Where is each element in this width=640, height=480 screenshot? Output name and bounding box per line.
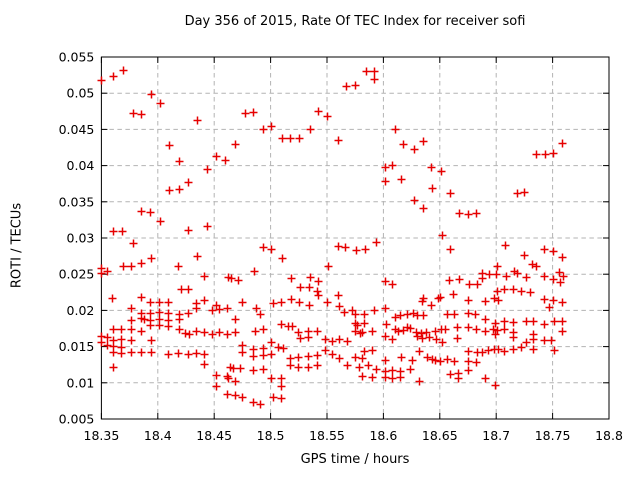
x-tick-label: 18.75: [535, 428, 571, 443]
y-tick-label: 0.04: [67, 158, 95, 173]
y-tick-label: 0.01: [67, 375, 95, 390]
y-tick-label: 0.055: [59, 50, 95, 65]
y-tick-label: 0.005: [59, 412, 95, 427]
x-tick-label: 18.35: [84, 428, 120, 443]
y-tick-label: 0.045: [59, 122, 95, 137]
y-tick-label: 0.03: [67, 231, 95, 246]
x-tick-label: 18.6: [369, 428, 397, 443]
chart-title: Day 356 of 2015, Rate Of TEC Index for r…: [184, 14, 526, 29]
y-tick-label: 0.02: [67, 303, 95, 318]
y-tick-label: 0.05: [67, 86, 95, 101]
y-tick-label: 0.025: [59, 267, 95, 282]
x-tick-label: 18.7: [482, 428, 510, 443]
x-tick-label: 18.55: [309, 428, 345, 443]
plot-border: [100, 56, 610, 420]
x-tick-label: 18.8: [595, 428, 623, 443]
y-tick-label: 0.015: [59, 339, 95, 354]
x-tick-label: 18.4: [144, 428, 172, 443]
x-tick-label: 18.45: [196, 428, 232, 443]
y-tick-label: 0.035: [59, 194, 95, 209]
x-axis-label: GPS time / hours: [300, 452, 410, 467]
data-point-markers: [97, 66, 568, 409]
x-tick-label: 18.65: [422, 428, 458, 443]
x-tick-label: 18.5: [257, 428, 285, 443]
